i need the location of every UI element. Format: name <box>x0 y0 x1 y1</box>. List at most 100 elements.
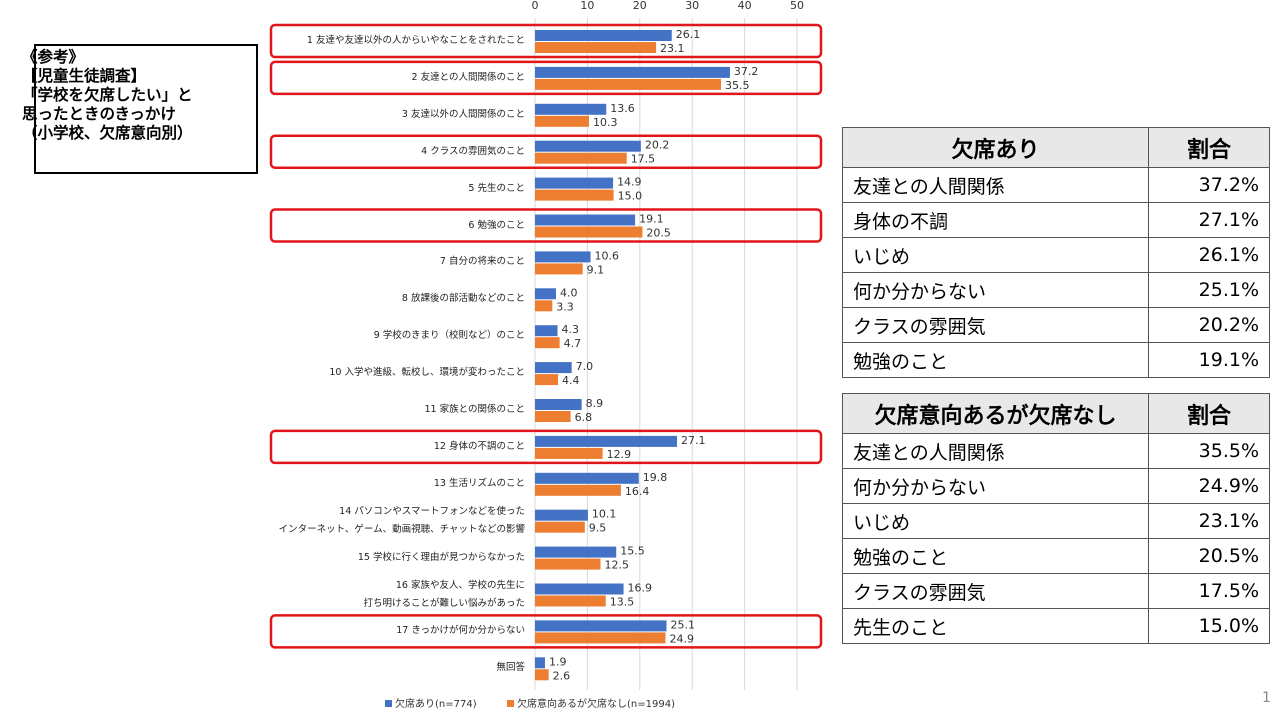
highlight-box <box>269 614 823 649</box>
note-line: 【児童生徒調査】 <box>22 67 147 85</box>
header-cell: 割合 <box>1148 127 1270 168</box>
category-label: 9 学校のきまり（校則など）のこと <box>373 330 525 342</box>
bar <box>535 399 582 410</box>
row: 何か分からない 25.1% <box>842 272 1270 308</box>
bar <box>535 140 641 152</box>
header-cell: 欠席意向あるが欠席なし <box>842 393 1149 434</box>
cell: 友達との人間関係 <box>842 433 1149 469</box>
row: 友達との人間関係 37.2% <box>842 167 1270 203</box>
value-label: 16.9 <box>628 582 653 595</box>
cell: 35.5% <box>1148 433 1270 469</box>
bar <box>535 263 583 275</box>
category-label: 10 入学や進級、転校し、環境が変わったこと <box>329 367 525 379</box>
cell: クラスの雰囲気 <box>842 307 1149 343</box>
value-label: 26.1 <box>676 28 701 41</box>
row: クラスの雰囲気 17.5% <box>842 573 1270 609</box>
value-label: 20.5 <box>646 227 671 240</box>
bar <box>535 325 558 337</box>
row: 先生のこと 15.0% <box>842 608 1270 644</box>
x-tick-label: 20 <box>633 0 647 12</box>
value-label: 15.0 <box>618 190 643 203</box>
cell: 勉強のこと <box>842 538 1149 574</box>
bar <box>535 337 560 349</box>
note-line: 「学校を欠席したい」と <box>22 86 193 104</box>
category-label: 16 家族や友人、学校の先生に 打ち明けることが難しい悩みがあった <box>363 579 525 609</box>
bar <box>535 657 545 669</box>
cell: 先生のこと <box>842 608 1149 644</box>
value-label: 16.4 <box>625 485 650 498</box>
bar <box>535 214 636 226</box>
category-label: 6 勉強のこと <box>468 219 525 231</box>
legend-label: 欠席意向あるが欠席なし(n=1994) <box>517 697 675 710</box>
row: 何か分からない 24.9% <box>842 468 1270 504</box>
bar <box>535 103 607 115</box>
table: 欠席あり 割合 友達との人間関係 37.2% 身体の不調 27.1% いじめ 26.1% 何か分… <box>842 127 1270 378</box>
value-label: 12.5 <box>605 559 630 572</box>
value-label: 17.5 <box>631 153 656 166</box>
table: 欠席意向あるが欠席なし 割合 友達との人間関係 35.5% 何か分からない 24.9% いじ… <box>842 393 1270 644</box>
cell: 20.5% <box>1148 538 1270 574</box>
highlight-box <box>269 429 823 465</box>
cell: 27.1% <box>1148 202 1270 238</box>
value-label: 3.3 <box>556 300 574 313</box>
bar <box>535 546 617 558</box>
value-label: 19.1 <box>639 213 664 226</box>
note-line: 思ったときのきっかけ <box>22 105 176 123</box>
x-tick-label: 50 <box>790 0 804 12</box>
cell: 37.2% <box>1148 167 1270 203</box>
value-label: 27.1 <box>681 434 706 447</box>
value-label: 23.1 <box>660 42 685 55</box>
x-tick-label: 40 <box>738 0 752 12</box>
category-label: 7 自分の将来のこと <box>439 256 525 268</box>
value-label: 19.8 <box>643 471 668 484</box>
bar <box>535 447 603 459</box>
category-label: 無回答 <box>496 662 525 674</box>
row: クラスの雰囲気 20.2% <box>842 307 1270 343</box>
bar <box>535 411 571 422</box>
bar <box>535 251 591 263</box>
value-label: 13.5 <box>610 596 635 609</box>
note-line: （小学校、欠席意向別） <box>22 124 193 142</box>
header-row: 欠席意向あるが欠席なし 割合 <box>842 393 1270 434</box>
legend-label: 欠席あり(n=774) <box>395 697 477 710</box>
bar <box>535 78 722 90</box>
category-label: 14 パソコンやスマートフォンなどを使った インターネット、ゲーム、動画視聴、チ… <box>278 505 525 535</box>
cell: 24.9% <box>1148 468 1270 504</box>
x-tick-label: 0 <box>532 0 539 12</box>
value-label: 10.3 <box>593 116 618 129</box>
bar <box>535 300 553 312</box>
bar <box>535 177 614 189</box>
category-label: 12 身体の不調のこと <box>433 440 525 452</box>
row: 勉強のこと 19.1% <box>842 342 1270 378</box>
cell: 何か分からない <box>842 272 1149 308</box>
cell: 23.1% <box>1148 503 1270 539</box>
bar <box>535 42 657 53</box>
header-row: 欠席あり 割合 <box>842 127 1270 168</box>
category-label: 1 友達や友達以外の人からいやなことをされたこと <box>306 35 525 46</box>
cell: 勉強のこと <box>842 342 1149 378</box>
category-label: 3 友達以外の人間関係のこと <box>401 108 525 120</box>
value-label: 2.6 <box>553 669 571 682</box>
cell: クラスの雰囲気 <box>842 573 1149 609</box>
bar <box>535 558 601 570</box>
cell: 何か分からない <box>842 468 1149 504</box>
category-label: 15 学校に行く理由が見つからなかった <box>357 551 525 563</box>
highlight-box <box>269 208 823 243</box>
cell: 身体の不調 <box>842 202 1149 238</box>
row: 友達との人間関係 35.5% <box>842 433 1270 469</box>
value-label: 20.2 <box>645 139 670 152</box>
row: いじめ 23.1% <box>842 503 1270 539</box>
note-box: 《参考》 【児童生徒調査】 「学校を欠席したい」と 思ったときのきっかけ （小学校、欠席… <box>22 44 258 174</box>
category-label: 11 家族との関係のこと <box>424 404 525 415</box>
cell: 17.5% <box>1148 573 1270 609</box>
value-label: 25.1 <box>671 618 696 631</box>
value-label: 9.5 <box>589 522 607 535</box>
value-label: 4.4 <box>562 374 580 387</box>
cell: 20.2% <box>1148 307 1270 343</box>
value-label: 10.1 <box>592 508 617 521</box>
value-label: 24.9 <box>669 632 694 645</box>
value-label: 4.0 <box>560 286 578 299</box>
cell: いじめ <box>842 237 1149 273</box>
